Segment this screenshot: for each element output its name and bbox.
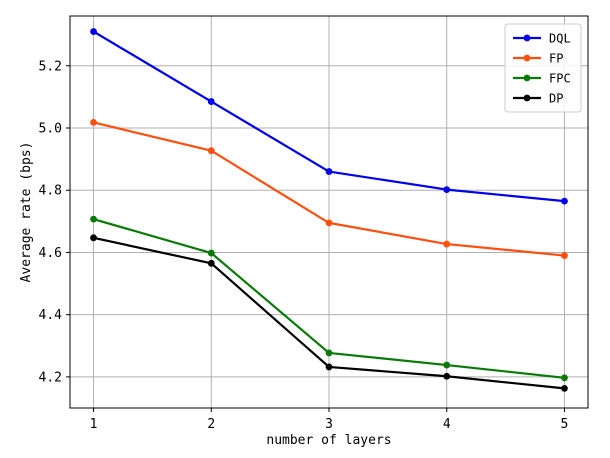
legend-swatch-marker bbox=[523, 94, 531, 102]
y-tick-label: 5.0 bbox=[39, 122, 62, 137]
y-tick-label: 5.2 bbox=[39, 59, 62, 74]
x-axis-label: number of layers bbox=[266, 433, 391, 448]
legend-item-dp: DP bbox=[513, 92, 563, 106]
legend-item-dql: DQL bbox=[513, 32, 571, 46]
series-layer bbox=[90, 28, 568, 392]
y-axis-label: Average rate (bps) bbox=[19, 142, 34, 283]
data-point-dql bbox=[561, 197, 568, 205]
data-point-dql bbox=[325, 168, 333, 175]
data-point-dp bbox=[443, 372, 451, 380]
series-dql bbox=[90, 28, 568, 205]
y-tick-label: 4.4 bbox=[39, 308, 63, 323]
data-point-fpc bbox=[561, 374, 568, 382]
x-tick-label: 5 bbox=[561, 417, 569, 432]
data-point-dp bbox=[325, 363, 333, 371]
y-tick-label: 4.8 bbox=[39, 184, 62, 199]
data-point-fp bbox=[325, 219, 333, 227]
data-point-fp bbox=[90, 119, 97, 126]
data-point-dql bbox=[443, 186, 451, 194]
legend-label: FP bbox=[549, 52, 563, 66]
legend-swatch-marker bbox=[523, 34, 531, 42]
data-point-fp bbox=[207, 147, 215, 155]
legend-label: FPC bbox=[549, 72, 571, 86]
legend: DQL FP FPC DP bbox=[504, 23, 582, 113]
series-dp bbox=[90, 234, 568, 392]
data-point-dp bbox=[561, 385, 568, 392]
data-point-dql bbox=[90, 28, 97, 35]
data-point-dql bbox=[207, 98, 215, 105]
x-tick-label: 1 bbox=[90, 417, 98, 432]
data-point-dp bbox=[207, 259, 215, 267]
data-point-fp bbox=[443, 240, 451, 248]
data-point-fpc bbox=[443, 361, 451, 369]
data-point-dp bbox=[90, 234, 97, 242]
legend-swatch-marker bbox=[523, 74, 531, 82]
legend-swatch-marker bbox=[523, 54, 531, 62]
legend-item-fpc: FPC bbox=[513, 72, 571, 86]
series-fpc bbox=[90, 215, 568, 382]
data-point-fp bbox=[561, 252, 568, 259]
data-point-fpc bbox=[90, 215, 97, 223]
legend-box bbox=[504, 23, 582, 113]
legend-label: DP bbox=[549, 92, 563, 106]
data-point-fpc bbox=[207, 249, 215, 257]
x-tick-label: 4 bbox=[443, 417, 451, 432]
y-tick-label: 4.2 bbox=[39, 370, 62, 385]
y-tick-label: 4.6 bbox=[39, 246, 62, 261]
ticks: 1 2 3 4 5 4.2 4.4 4.6 4.8 5.0 5.2 bbox=[39, 59, 569, 432]
data-point-fpc bbox=[325, 349, 333, 357]
x-tick-label: 3 bbox=[325, 417, 333, 432]
x-tick-label: 2 bbox=[207, 417, 215, 432]
legend-item-fp: FP bbox=[513, 52, 563, 66]
legend-label: DQL bbox=[549, 32, 571, 46]
series-fp bbox=[90, 119, 568, 259]
